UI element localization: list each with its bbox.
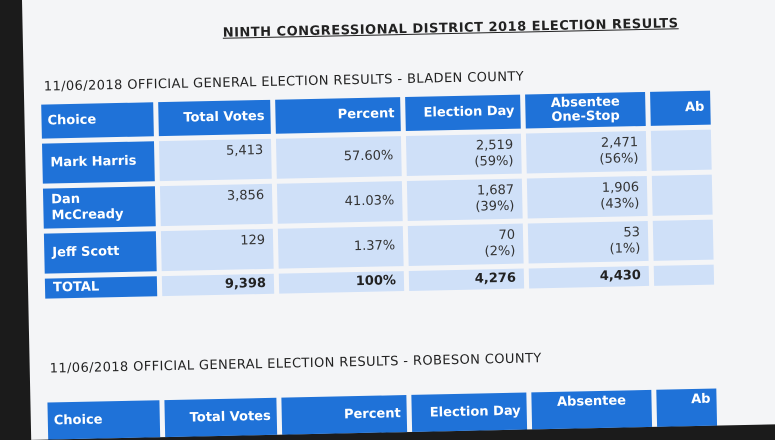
cut-cell: [650, 129, 712, 171]
header-absentee-cut: Ab: [656, 388, 718, 428]
robeson-section-title: 11/06/2018 OFFICIAL GENERAL ELECTION RES…: [49, 351, 542, 377]
total-votes-sum: 9,398: [161, 273, 275, 297]
header-absentee-one-stop: Absentee One-Stop: [525, 91, 646, 129]
one-stop-cell: 2,471 (56%): [525, 130, 647, 174]
total-votes-cell: 129: [160, 228, 274, 272]
cut-cell: [653, 264, 715, 286]
header-choice: Choice: [41, 102, 154, 139]
header-absentee: Absentee: [531, 389, 653, 431]
table-row: Dan McCready 3,856 41.03% 1,687 (39%) 1,9…: [42, 174, 713, 229]
total-percent: 100%: [278, 271, 405, 294]
header-total-votes: Total Votes: [164, 397, 278, 439]
header-absentee-cut: Ab: [650, 90, 711, 126]
header-choice: Choice: [47, 400, 161, 440]
document-page: NINTH CONGRESSIONAL DISTRICT 2018 ELECTI…: [22, 0, 775, 440]
percent-cell: 41.03%: [276, 181, 403, 224]
total-votes-cell: 3,856: [159, 183, 273, 227]
percent-cell: 57.60%: [275, 136, 402, 179]
choice-name: Dan McCready: [42, 186, 156, 229]
header-total-votes: Total Votes: [158, 99, 271, 137]
total-label: TOTAL: [44, 276, 158, 299]
cut-cell: [651, 174, 713, 216]
table-row: Mark Harris 5,413 57.60% 2,519 (59%) 2,47…: [42, 129, 712, 184]
robeson-results-table: Choice Total Votes Percent Election Day …: [42, 383, 722, 440]
choice-name: Jeff Scott: [43, 231, 157, 274]
percent-cell: 1.37%: [277, 226, 404, 269]
election-day-cell: 2,519 (59%): [405, 133, 522, 176]
election-day-cell: 70 (2%): [407, 223, 524, 266]
bladen-results-table: Choice Total Votes Percent Election Day …: [36, 86, 719, 304]
header-percent: Percent: [281, 395, 408, 436]
table-header-row: Choice Total Votes Percent Election Day …: [47, 388, 718, 440]
document-title: NINTH CONGRESSIONAL DISTRICT 2018 ELECTI…: [222, 16, 679, 41]
choice-name: Mark Harris: [42, 141, 155, 184]
total-one-stop: 4,430: [528, 265, 650, 289]
cut-cell: [652, 219, 714, 261]
table-row: Jeff Scott 129 1.37% 70 (2%) 53 (1%): [43, 219, 714, 274]
header-election-day: Election Day: [411, 392, 528, 433]
one-stop-cell: 1,906 (43%): [526, 175, 648, 219]
one-stop-cell: 53 (1%): [527, 220, 649, 264]
total-votes-cell: 5,413: [158, 138, 272, 182]
header-percent: Percent: [275, 97, 401, 134]
total-election-day: 4,276: [408, 268, 525, 291]
election-day-cell: 1,687 (39%): [406, 178, 523, 221]
header-election-day: Election Day: [405, 94, 521, 131]
